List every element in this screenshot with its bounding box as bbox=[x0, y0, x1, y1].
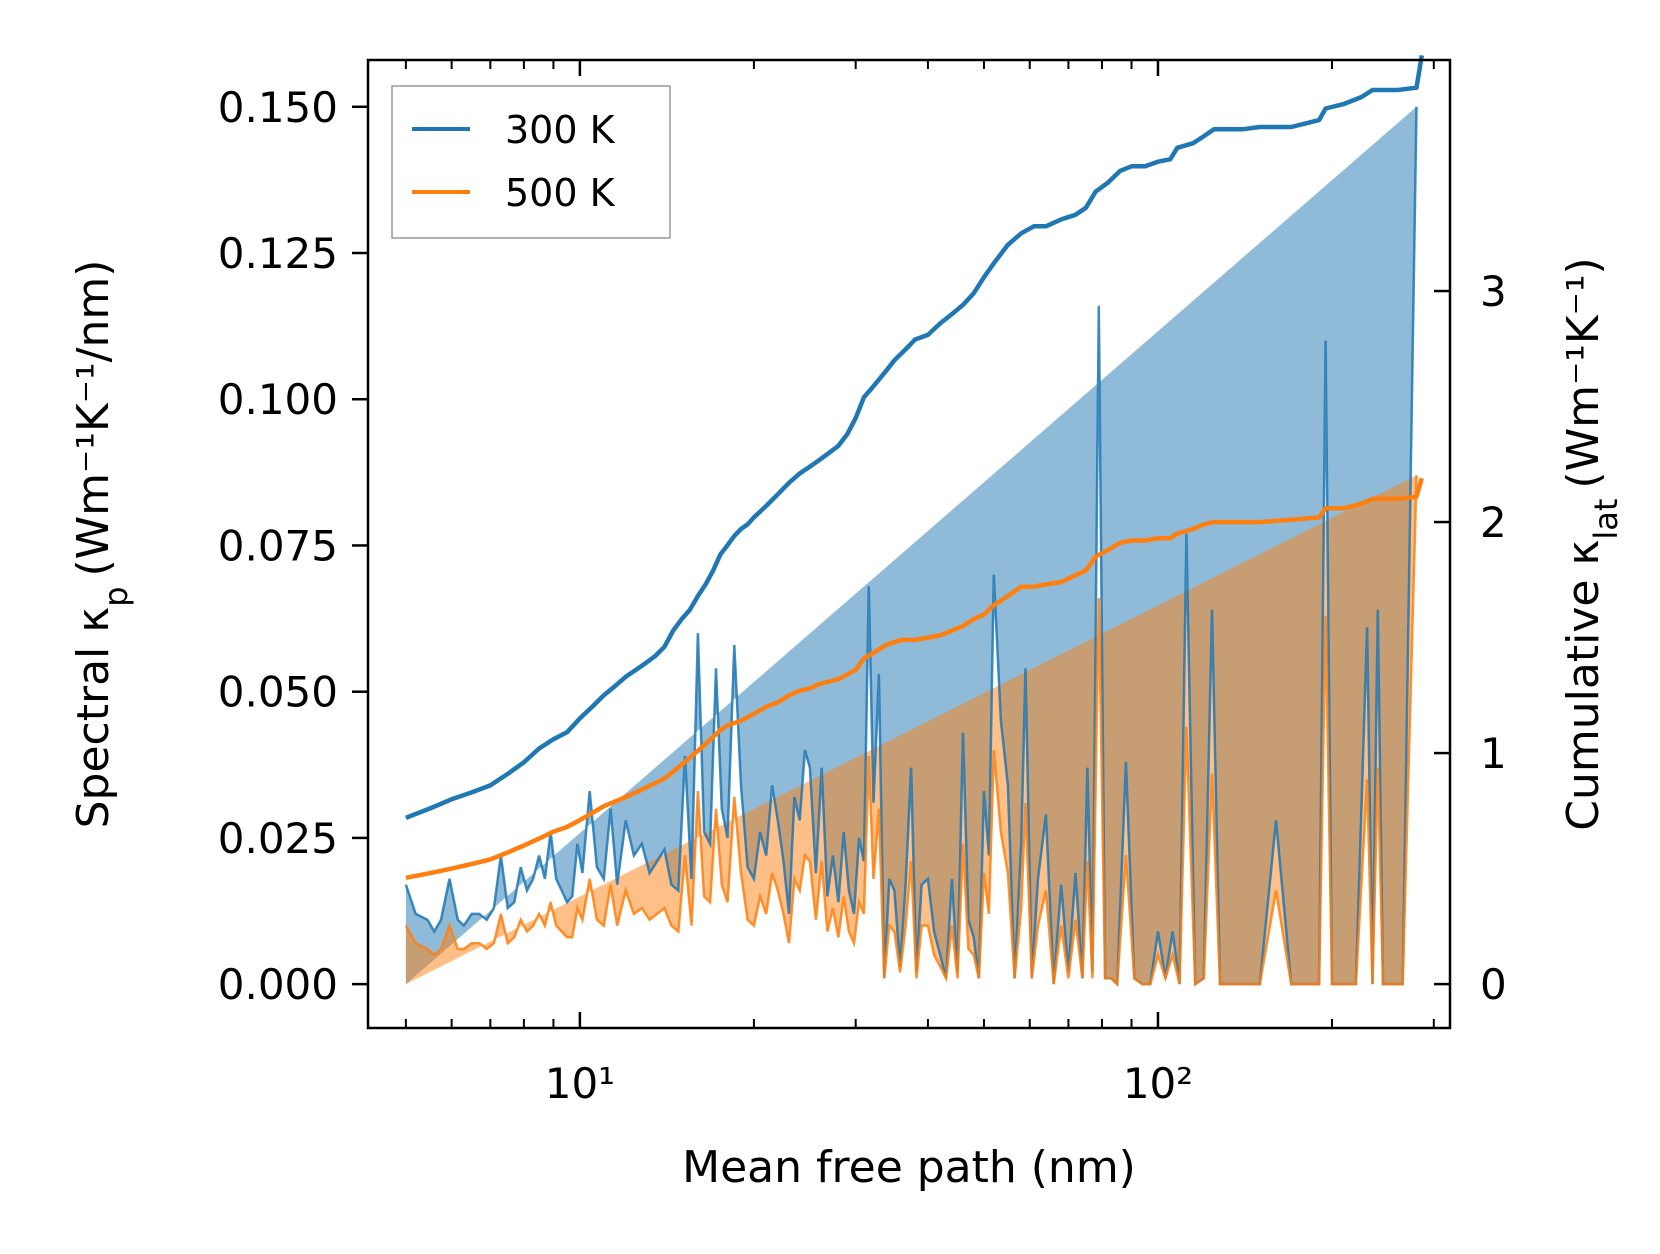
y-left-tick-label: 0.125 bbox=[218, 229, 338, 278]
y-left-tick-label: 0.150 bbox=[218, 83, 338, 132]
y-axis-right-label-sub: lat bbox=[1587, 499, 1625, 540]
y-axis-left-label-sub: p bbox=[97, 586, 135, 606]
y-right-tick-label: 1 bbox=[1480, 729, 1507, 778]
y-axis-right-label-units: (Wm⁻¹K⁻¹) bbox=[1558, 257, 1609, 488]
x-axis-label: Mean free path (nm) bbox=[682, 1142, 1136, 1193]
y-axis-right-label: Cumulative κlat (Wm⁻¹K⁻¹) bbox=[1558, 257, 1625, 830]
spectral-fill-layer bbox=[405, 106, 1417, 985]
spectral-line-300k bbox=[404, 106, 1418, 987]
y-right-tick-label: 3 bbox=[1480, 267, 1507, 316]
plot-frame bbox=[366, 58, 1452, 1030]
tick-label-layer: 10¹ 10² 0.000 0.025 0.050 0.075 0.100 0.125 0.15… bbox=[218, 83, 1507, 1108]
y-axis-left-label-units: (Wm⁻¹K⁻¹/nm) bbox=[68, 260, 119, 577]
cumulative-line-500k bbox=[405, 477, 1424, 881]
cumulative-line-layer bbox=[405, 55, 1425, 881]
y-axis-left-label: Spectral κp (Wm⁻¹K⁻¹/nm) bbox=[68, 260, 135, 829]
legend-label-500k: 500 K bbox=[505, 171, 616, 215]
tick-layer bbox=[352, 60, 1450, 1028]
x-tick-label: 10² bbox=[1123, 1059, 1193, 1108]
y-left-tick-label: 0.050 bbox=[218, 668, 338, 717]
y-axis-left-label-main: Spectral κ bbox=[68, 607, 119, 829]
y-right-tick-label: 2 bbox=[1480, 498, 1507, 547]
legend-label-300k: 300 K bbox=[505, 108, 616, 152]
spectral-fill-500k bbox=[405, 475, 1417, 985]
y-left-tick-label: 0.000 bbox=[218, 960, 338, 1009]
spectral-line-500k bbox=[404, 475, 1418, 987]
cumulative-line-300k bbox=[405, 55, 1425, 820]
x-tick-label: 10¹ bbox=[545, 1059, 615, 1108]
y-right-tick-label: 0 bbox=[1480, 960, 1507, 1009]
y-left-tick-label: 0.025 bbox=[218, 814, 338, 863]
legend: 300 K 500 K bbox=[391, 85, 671, 239]
legend-box bbox=[391, 85, 671, 239]
y-left-tick-label: 0.075 bbox=[218, 521, 338, 570]
y-left-tick-label: 0.100 bbox=[218, 375, 338, 424]
spectral-line-layer bbox=[404, 106, 1418, 987]
y-axis-right-label-main: Cumulative κ bbox=[1558, 540, 1609, 831]
